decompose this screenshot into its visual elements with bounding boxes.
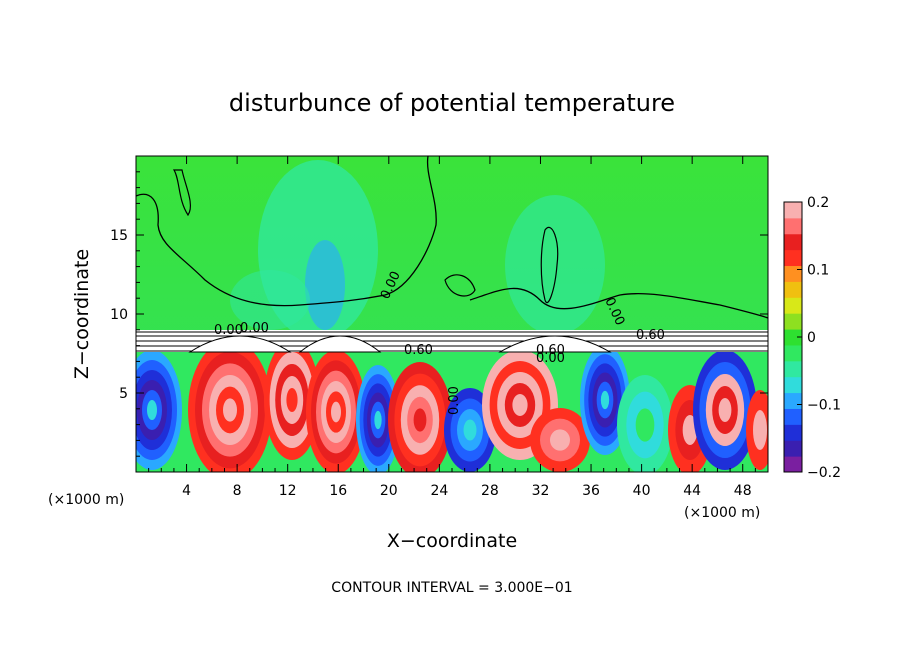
colorbar-swatch: [784, 202, 802, 219]
colorbar-swatch: [784, 265, 802, 282]
contour-zero-right: [469, 287, 768, 319]
eddy: [413, 408, 427, 432]
contour-island-3: [540, 227, 559, 303]
x-tick-label: 8: [233, 483, 242, 499]
band-contours: [136, 331, 768, 353]
colorbar: [783, 201, 803, 473]
contour-label: 0.60: [636, 328, 665, 343]
colorbar-tick-label: 0.1: [807, 263, 829, 279]
eddy: [635, 408, 655, 442]
eddy: [463, 419, 477, 441]
plume-3: [230, 270, 310, 330]
y-tick-label: 10: [110, 307, 128, 323]
colorbar-swatch: [784, 233, 802, 251]
x-tick-label: 48: [734, 483, 752, 499]
x-axis-label: X−coordinate: [387, 530, 517, 552]
x-unit-right: (×1000 m): [684, 505, 760, 521]
eddy: [147, 400, 157, 420]
plume-1-core: [305, 240, 345, 330]
eddy: [682, 415, 698, 445]
colorbar-swatch: [784, 297, 802, 314]
eddy: [512, 394, 528, 416]
x-tick-label: 16: [329, 483, 347, 499]
x-unit-left: (×1000 m): [48, 492, 124, 508]
colorbar-swatch: [784, 376, 802, 394]
colorbar-swatch: [784, 281, 802, 298]
x-tick-label: 4: [182, 483, 191, 499]
colorbar-tick-label: 0.2: [807, 195, 829, 211]
plot-area: [136, 156, 768, 472]
colorbar-tick-label: 0: [807, 330, 816, 346]
x-tick-label: 36: [582, 483, 600, 499]
colorbar-tick-label: −0.2: [807, 465, 841, 481]
colorbar-swatch: [784, 217, 802, 235]
turbulent-layer: [136, 340, 768, 472]
x-tick-label: 40: [633, 483, 651, 499]
eddy: [718, 398, 732, 422]
x-tick-label: 24: [430, 483, 448, 499]
eddy: [753, 410, 767, 450]
contour-label: 0.60: [536, 343, 565, 358]
x-tick-label: 20: [380, 483, 398, 499]
colorbar-swatch: [784, 392, 802, 409]
contour-interval-note: CONTOUR INTERVAL = 3.000E−01: [331, 580, 572, 596]
x-tick-label: 44: [683, 483, 701, 499]
x-tick-label: 12: [279, 483, 297, 499]
contour-label: 0.60: [404, 343, 433, 358]
colorbar-swatch: [784, 344, 802, 362]
eddy: [331, 401, 341, 423]
x-tick-label: 28: [481, 483, 499, 499]
colorbar-swatch: [784, 360, 802, 378]
x-tick-label: 32: [532, 483, 550, 499]
contour-island-2: [444, 274, 476, 297]
band-hump: [298, 335, 382, 353]
colorbar-tick-label: −0.1: [807, 398, 841, 414]
contour-island-1: [172, 169, 192, 217]
y-axis-label: Z−coordinate: [71, 249, 93, 379]
eddy: [374, 410, 382, 430]
eddy: [286, 388, 298, 412]
colorbar-swatch: [784, 313, 802, 330]
eddy: [600, 390, 610, 410]
contour-label: 0.00: [240, 321, 269, 336]
contour-label: 0.00: [214, 323, 243, 338]
colorbar-swatch: [784, 440, 802, 457]
colorbar-ticks: 0.2 0.1 0 −0.1 −0.2: [797, 195, 841, 481]
x-axis: 4 8 12 16 20 24 28 32 36 40 44 48: [148, 156, 756, 499]
colorbar-swatch: [784, 408, 802, 425]
colorbar-swatch: [784, 424, 802, 441]
contour-label: 0.00: [447, 386, 462, 415]
y-axis: 5 10 15: [110, 171, 768, 457]
y-tick-label: 15: [110, 228, 128, 244]
contour-zero-left: [136, 156, 437, 307]
contour-label: 0.00: [536, 351, 565, 366]
colorbar-swatch: [784, 249, 802, 267]
plume-2: [505, 195, 605, 335]
eddy: [223, 398, 237, 422]
band-hump: [188, 335, 292, 353]
colorbar-swatch: [784, 329, 802, 346]
eddy: [550, 429, 570, 451]
colorbar-swatch: [784, 456, 802, 473]
chart-title: disturbunce of potential temperature: [229, 89, 675, 117]
y-tick-label: 5: [119, 386, 128, 402]
band-hump: [498, 335, 612, 353]
